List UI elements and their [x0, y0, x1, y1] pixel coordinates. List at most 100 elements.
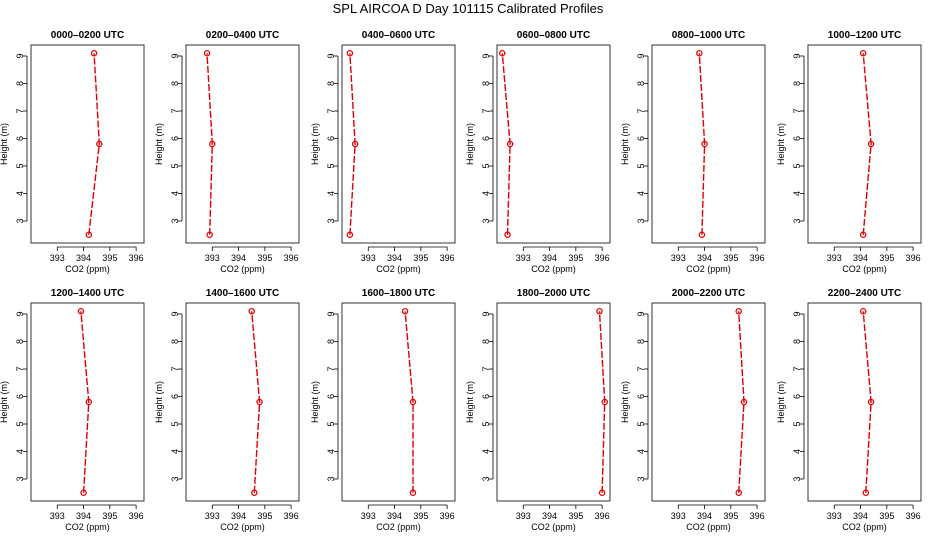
y-tick-label: 4 [170, 191, 180, 196]
y-tick-label: 9 [170, 53, 180, 58]
y-axis-label: Height (m) [0, 123, 9, 165]
y-tick-label: 3 [792, 218, 802, 223]
x-tick-label: 396 [595, 253, 610, 263]
x-tick-label: 395 [413, 253, 428, 263]
y-tick-label: 5 [792, 163, 802, 168]
plot-frame [185, 302, 300, 502]
data-point [859, 307, 867, 315]
data-point [409, 398, 417, 406]
x-tick-label: 394 [542, 511, 557, 521]
y-tick-label: 8 [636, 81, 646, 86]
y-tick-label: 7 [170, 108, 180, 113]
panel-6: 1000–1200 UTC 393 394 395 396 CO2 (ppm) 3 4 5 6 7 8… [776, 30, 922, 274]
y-tick-label: 7 [792, 108, 802, 113]
x-tick-label: 394 [387, 253, 402, 263]
x-tick-label: 394 [697, 253, 712, 263]
y-tick-label: 5 [15, 421, 25, 426]
plot-frame [341, 302, 456, 502]
x-axis-label: CO2 (ppm) [65, 264, 110, 274]
data-point [346, 231, 354, 238]
x-axis-label: CO2 (ppm) [531, 522, 576, 532]
panel-title: 1400–1600 UTC [206, 288, 279, 299]
panel-3: 0400–0600 UTC 393 394 395 396 CO2 (ppm) 3 4 5 6 7 8… [310, 30, 456, 274]
y-tick-label: 3 [481, 476, 491, 481]
x-tick-label: 395 [413, 511, 428, 521]
x-tick-label: 396 [595, 511, 610, 521]
panel-4: 0600–0800 UTC 393 394 395 396 CO2 (ppm) 3 4 5 6 7 8… [465, 30, 611, 274]
y-tick-label: 3 [636, 476, 646, 481]
y-tick-label: 8 [170, 339, 180, 344]
x-axis-label: CO2 (ppm) [376, 522, 421, 532]
profile-line [598, 311, 606, 493]
x-axis-label: CO2 (ppm) [842, 522, 887, 532]
x-tick-label: 394 [387, 511, 402, 521]
y-axis-label: Height (m) [310, 381, 320, 423]
profile-line [80, 311, 90, 493]
panel-title: 1600–1800 UTC [362, 288, 435, 299]
data-point [859, 231, 867, 238]
profile-line [862, 311, 872, 493]
profile-line [349, 53, 356, 235]
x-tick-label: 393 [361, 253, 376, 263]
data-point [90, 50, 98, 57]
y-tick-label: 6 [481, 136, 491, 141]
x-axis-label: CO2 (ppm) [686, 264, 731, 274]
x-tick-label: 396 [750, 511, 765, 521]
y-tick-label: 4 [326, 191, 336, 196]
y-tick-label: 6 [15, 136, 25, 141]
panel-title: 1200–1400 UTC [51, 288, 124, 299]
data-point [598, 489, 606, 496]
y-tick-label: 9 [15, 53, 25, 58]
data-point [698, 231, 706, 238]
x-tick-label: 395 [257, 253, 272, 263]
data-point [696, 50, 703, 57]
data-point [504, 231, 511, 238]
panel-7: 1200–1400 UTC 393 394 395 396 CO2 (ppm) 3 4 5 6 7 8… [0, 288, 145, 532]
data-point [740, 398, 748, 406]
x-tick-label: 393 [50, 253, 65, 263]
y-tick-label: 5 [481, 163, 491, 168]
data-point [499, 50, 506, 57]
panel-title: 0600–0800 UTC [517, 30, 590, 41]
y-axis-label: Height (m) [154, 123, 164, 165]
y-tick-label: 6 [326, 136, 336, 141]
y-tick-label: 5 [170, 421, 180, 426]
x-axis-label: CO2 (ppm) [65, 522, 110, 532]
data-point [867, 398, 875, 406]
x-tick-label: 393 [50, 511, 65, 521]
y-tick-label: 9 [481, 311, 491, 316]
panel-11: 2000–2200 UTC 393 394 395 396 CO2 (ppm) 3 4 5 6 7 8… [620, 288, 766, 532]
x-tick-label: 396 [440, 511, 455, 521]
data-point [248, 307, 255, 315]
data-point [256, 398, 263, 406]
x-tick-label: 395 [568, 511, 583, 521]
y-tick-label: 9 [792, 311, 802, 316]
panel-title: 2000–2200 UTC [672, 288, 745, 299]
data-point [209, 140, 216, 148]
x-axis-label: CO2 (ppm) [842, 264, 887, 274]
x-axis-label: CO2 (ppm) [220, 522, 265, 532]
y-tick-label: 3 [170, 476, 180, 481]
y-tick-label: 9 [636, 53, 646, 58]
panel-9: 1600–1800 UTC 393 394 395 396 CO2 (ppm) 3 4 5 6 7 8… [310, 288, 456, 532]
plot-frame [807, 44, 922, 244]
data-point [862, 489, 870, 496]
y-axis-label: Height (m) [776, 123, 786, 165]
x-tick-label: 395 [879, 511, 894, 521]
y-tick-label: 6 [170, 394, 180, 399]
y-tick-label: 5 [636, 421, 646, 426]
x-tick-label: 393 [516, 253, 531, 263]
y-tick-label: 6 [170, 136, 180, 141]
plot-frame [651, 302, 766, 502]
x-tick-label: 395 [723, 511, 738, 521]
y-tick-label: 6 [481, 394, 491, 399]
y-tick-label: 7 [792, 366, 802, 371]
y-tick-label: 6 [15, 394, 25, 399]
x-tick-label: 393 [671, 253, 686, 263]
y-axis-label: Height (m) [154, 381, 164, 423]
y-tick-label: 5 [170, 163, 180, 168]
y-tick-label: 4 [792, 449, 802, 454]
y-tick-label: 7 [326, 366, 336, 371]
